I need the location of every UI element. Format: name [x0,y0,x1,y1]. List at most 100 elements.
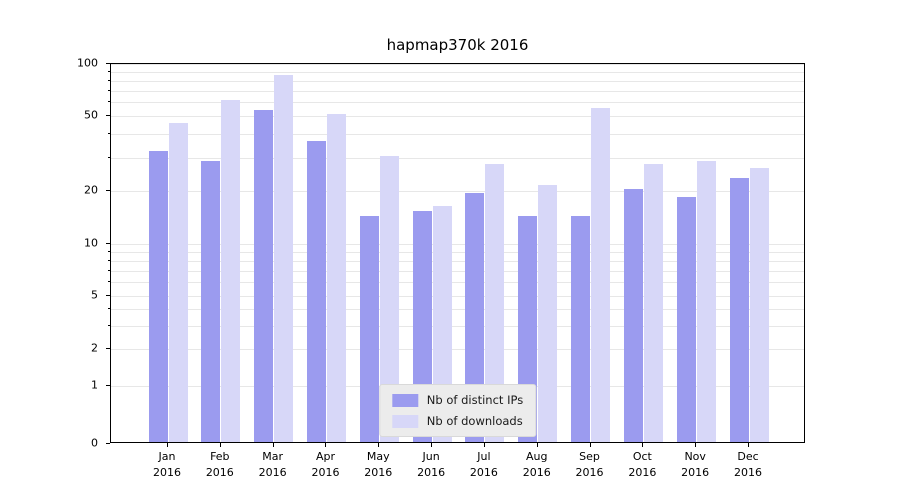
bar-downloads-jun [432,206,452,442]
x-tick-label: Jan 2016 [153,450,181,479]
legend-swatch-downloads [391,414,418,428]
y-tick-label: 100 [77,56,98,70]
x-tick-mark [325,443,327,447]
chart-title: hapmap370k 2016 [386,36,529,54]
y-tick-label: 2 [91,341,98,355]
x-tick-label: Dec 2016 [734,450,762,479]
y-tick-mark [106,385,110,386]
bar-distinct-ips-dec [729,177,749,442]
y-tick-mark [106,115,110,116]
y-minor-tick-mark [108,79,110,81]
y-minor-tick-mark [108,101,110,103]
gridline [111,64,804,65]
gridline [111,102,804,104]
y-minor-tick-mark [108,281,110,283]
y-minor-tick-mark [108,133,110,135]
x-tick-mark [272,443,274,447]
bar-distinct-ips-jan [148,150,168,442]
y-tick-label: 50 [84,108,98,122]
bar-downloads-dec [749,167,769,442]
x-tick-label: Oct 2016 [628,450,657,479]
gridline [111,90,804,92]
y-minor-tick-mark [108,89,110,91]
bar-distinct-ips-mar [254,109,274,442]
y-tick-label: 10 [84,236,98,250]
y-tick-label: 0 [91,436,98,450]
bar-downloads-apr [326,114,346,442]
x-tick-label: Jul 2016 [469,450,498,479]
gridline [111,71,804,73]
x-tick-mark [695,443,697,447]
y-tick-label: 20 [84,183,98,197]
gridline [111,260,804,262]
bar-downloads-feb [221,100,241,442]
bar-distinct-ips-nov [676,197,696,442]
bar-downloads-mar [274,75,294,442]
gridline [111,251,804,253]
bar-distinct-ips-feb [201,161,221,442]
bar-distinct-ips-sep [571,216,591,442]
y-minor-tick-mark [108,156,110,158]
plot-area: Nb of distinct IPs Nb of downloads [110,63,805,443]
legend: Nb of distinct IPs Nb of downloads [378,384,537,437]
bar-downloads-may [379,155,399,442]
gridline [111,308,804,310]
x-tick-label: Apr 2016 [311,450,340,479]
y-tick-mark [106,63,110,64]
x-tick-label: Feb 2016 [205,450,234,479]
y-tick-mark [106,243,110,244]
bar-downloads-jan [168,122,188,442]
bar-distinct-ips-oct [623,189,643,442]
legend-label-downloads: Nb of downloads [426,414,523,428]
y-minor-tick-mark [108,70,110,72]
gridline [111,325,804,327]
gridline [111,191,804,192]
x-tick-mark [167,443,168,447]
y-tick-mark [106,190,110,191]
gridline [111,349,804,350]
gridline [111,80,804,82]
gridline [111,296,804,297]
legend-label-distinct-ips: Nb of distinct IPs [426,393,524,407]
bar-downloads-sep [591,108,611,442]
x-tick-label: Nov 2016 [681,450,710,479]
y-tick-label: 1 [91,378,98,392]
x-tick-mark [378,443,380,447]
x-tick-label: Sep 2016 [575,450,604,479]
y-minor-tick-mark [108,307,110,309]
legend-item-downloads: Nb of downloads [391,414,523,428]
gridline [111,134,804,136]
x-tick-mark [536,443,538,447]
bar-downloads-oct [643,164,663,442]
x-tick-label: May 2016 [364,450,393,479]
bar-downloads-nov [696,161,716,442]
bar-distinct-ips-apr [306,140,326,442]
gridline [111,157,804,159]
y-tick-label: 5 [91,288,98,302]
bar-distinct-ips-may [359,216,379,442]
x-tick-mark [431,443,433,447]
gridline [111,282,804,284]
x-tick-mark [642,443,644,447]
x-tick-label: Jun 2016 [417,450,446,479]
legend-swatch-distinct-ips [391,393,418,407]
gridline [111,270,804,272]
bar-downloads-aug [538,185,558,442]
y-minor-tick-mark [108,269,110,271]
x-tick-label: Aug 2016 [522,450,551,479]
gridline [111,244,804,245]
y-tick-mark [106,295,110,296]
legend-item-distinct-ips: Nb of distinct IPs [391,393,524,407]
y-minor-tick-mark [108,324,110,326]
x-tick-mark [483,443,485,447]
x-tick-mark [219,443,221,447]
gridline [111,116,804,117]
y-minor-tick-mark [108,250,110,252]
x-tick-mark [589,443,591,447]
x-tick-label: Mar 2016 [258,450,287,479]
x-tick-mark [748,443,749,447]
y-tick-mark [106,348,110,349]
bar-downloads-jul [485,164,505,442]
y-tick-mark [106,443,110,444]
